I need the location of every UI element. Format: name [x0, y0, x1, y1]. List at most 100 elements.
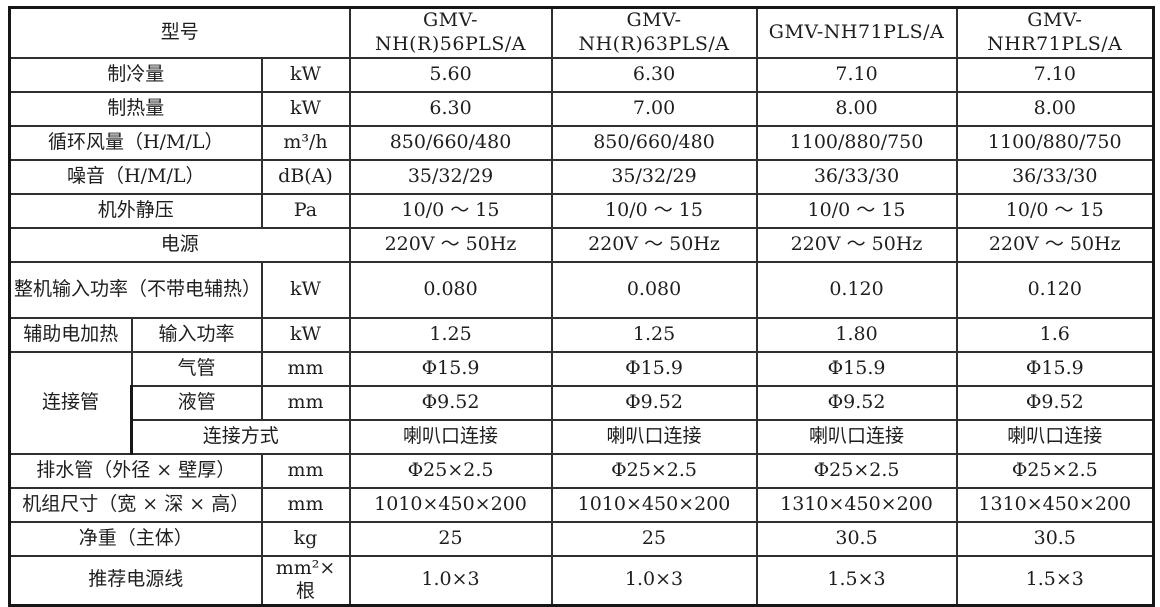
value-cell: 0.080 — [550, 260, 758, 319]
value-cell: Φ25×2.5 — [755, 452, 958, 489]
value-cell: 10/0 ～ 15 — [955, 192, 1156, 229]
value-cell: 36/33/30 — [955, 158, 1156, 195]
unit-cell: kW — [260, 260, 351, 319]
spec-label-cell: 连接方式 — [129, 418, 351, 455]
value-cell: 1.5×3 — [955, 554, 1156, 607]
spec-label-cell: 液管 — [130, 384, 263, 421]
value-cell: 10/0 ～ 15 — [755, 192, 958, 229]
value-cell: Φ15.9 — [550, 350, 758, 387]
value-cell: 1100/880/750 — [755, 124, 958, 161]
value-cell: 220V ～ 50Hz — [955, 226, 1156, 263]
spec-label-cell: 循环风量（H/M/L） — [8, 124, 263, 161]
value-cell: 1.5×3 — [755, 554, 958, 607]
unit-cell: m³/h — [260, 124, 351, 161]
value-cell: 6.30 — [550, 56, 758, 93]
value-cell: 35/32/29 — [348, 158, 553, 195]
value-cell: Φ25×2.5 — [955, 452, 1156, 489]
value-cell: Φ9.52 — [755, 384, 958, 421]
unit-cell: kW — [260, 56, 351, 93]
table-row: 制热量 kW 6.30 7.00 8.00 8.00 — [8, 90, 1156, 127]
value-cell: 1.0×3 — [550, 554, 758, 607]
value-cell: 喇叭口连接 — [550, 418, 758, 455]
unit-cell: mm — [260, 350, 351, 387]
table-row: 连接方式 喇叭口连接 喇叭口连接 喇叭口连接 喇叭口连接 — [10, 418, 1156, 455]
value-cell: Φ15.9 — [955, 350, 1156, 387]
value-cell: Φ9.52 — [348, 384, 553, 421]
spec-label-cell: 制冷量 — [8, 56, 263, 93]
table-row: 净重（主体） kg 25 25 30.5 30.5 — [8, 520, 1156, 557]
table-row: 整机输入功率（不带电辅热） kW 0.080 0.080 0.120 0.120 — [8, 260, 1156, 319]
value-cell: 5.60 — [348, 56, 553, 93]
document-page: 型号 GMV-NH(R)56PLS/A GMV-NH(R)63PLS/A GMV… — [7, 6, 1156, 607]
value-cell: 25 — [348, 520, 553, 557]
value-cell: 喇叭口连接 — [348, 418, 553, 455]
table-row: 制冷量 kW 5.60 6.30 7.10 7.10 — [8, 56, 1156, 93]
unit-cell: mm — [260, 452, 351, 489]
model-row-label: 型号 — [7, 6, 351, 59]
spec-label-cell: 整机输入功率（不带电辅热） — [8, 260, 263, 319]
model-name-cell: GMV-NH71PLS/A — [755, 6, 958, 59]
value-cell: 220V ～ 50Hz — [348, 226, 553, 263]
value-cell: 1.25 — [550, 316, 758, 353]
model-name-cell: GMV-NH(R)63PLS/A — [550, 6, 758, 59]
value-cell: 10/0 ～ 15 — [348, 192, 553, 229]
table-row: 电源 220V ～ 50Hz 220V ～ 50Hz 220V ～ 50Hz 2… — [7, 226, 1156, 263]
model-name-cell: GMV-NH(R)56PLS/A — [348, 6, 553, 59]
value-cell: 1.6 — [955, 316, 1156, 353]
unit-cell: Pa — [260, 192, 351, 229]
value-cell: Φ15.9 — [755, 350, 958, 387]
value-cell: 1010×450×200 — [348, 486, 553, 523]
value-cell: 30.5 — [755, 520, 958, 557]
value-cell: Φ25×2.5 — [348, 452, 553, 489]
value-cell: 1.0×3 — [348, 554, 553, 607]
value-cell: Φ9.52 — [550, 384, 758, 421]
value-cell: 850/660/480 — [348, 124, 553, 161]
model-name-cell: GMV-NHR71PLS/A — [955, 6, 1156, 59]
value-cell: 7.10 — [955, 56, 1156, 93]
value-cell: 喇叭口连接 — [955, 418, 1156, 455]
value-cell: 35/32/29 — [550, 158, 758, 195]
spec-label-cell: 电源 — [7, 226, 351, 263]
spec-label-cell: 机组尺寸（宽 × 深 × 高） — [8, 486, 263, 523]
value-cell: 8.00 — [755, 90, 958, 127]
unit-cell: mm²× 根 — [260, 554, 351, 607]
unit-cell: kW — [260, 316, 351, 353]
unit-cell: mm — [260, 486, 351, 523]
value-cell: 1310×450×200 — [955, 486, 1156, 523]
value-cell: 1.80 — [755, 316, 958, 353]
spec-label-cell: 排水管（外径 × 壁厚） — [8, 452, 263, 489]
value-cell: 850/660/480 — [550, 124, 758, 161]
table-row: 噪音（H/M/L） dB(A) 35/32/29 35/32/29 36/33/… — [8, 158, 1156, 195]
value-cell: 220V ～ 50Hz — [755, 226, 958, 263]
unit-cell: kg — [260, 520, 351, 557]
unit-cell: kW — [260, 90, 351, 127]
value-cell: 36/33/30 — [755, 158, 958, 195]
spec-label-cell: 推荐电源线 — [8, 554, 263, 607]
group-label-cell: 连接管 — [8, 350, 133, 455]
value-cell: 25 — [550, 520, 758, 557]
spec-label-cell: 噪音（H/M/L） — [8, 158, 263, 195]
value-cell: 7.10 — [755, 56, 958, 93]
spec-label-cell: 制热量 — [8, 90, 263, 127]
value-cell: 0.120 — [955, 260, 1156, 319]
value-cell: 10/0 ～ 15 — [550, 192, 758, 229]
table-row: 辅助电加热 输入功率 kW 1.25 1.25 1.80 1.6 — [8, 316, 1156, 353]
value-cell: 1.25 — [348, 316, 553, 353]
group-label-cell: 辅助电加热 — [8, 316, 133, 353]
value-cell: 0.120 — [755, 260, 958, 319]
value-cell: Φ9.52 — [955, 384, 1156, 421]
spec-label-cell: 净重（主体） — [8, 520, 263, 557]
spec-table: 型号 GMV-NH(R)56PLS/A GMV-NH(R)63PLS/A GMV… — [7, 6, 1156, 607]
table-row: 液管 mm Φ9.52 Φ9.52 Φ9.52 Φ9.52 — [10, 384, 1156, 421]
value-cell: 0.080 — [348, 260, 553, 319]
spec-label-cell: 机外静压 — [8, 192, 263, 229]
value-cell: 6.30 — [348, 90, 553, 127]
value-cell: 220V ～ 50Hz — [550, 226, 758, 263]
model-header-row: 型号 GMV-NH(R)56PLS/A GMV-NH(R)63PLS/A GMV… — [7, 6, 1156, 59]
table-row: 循环风量（H/M/L） m³/h 850/660/480 850/660/480… — [8, 124, 1156, 161]
table-row: 机组尺寸（宽 × 深 × 高） mm 1010×450×200 1010×450… — [8, 486, 1156, 523]
table-row: 排水管（外径 × 壁厚） mm Φ25×2.5 Φ25×2.5 Φ25×2.5 … — [8, 452, 1156, 489]
unit-cell: dB(A) — [260, 158, 351, 195]
value-cell: 1100/880/750 — [955, 124, 1156, 161]
value-cell: 1010×450×200 — [550, 486, 758, 523]
